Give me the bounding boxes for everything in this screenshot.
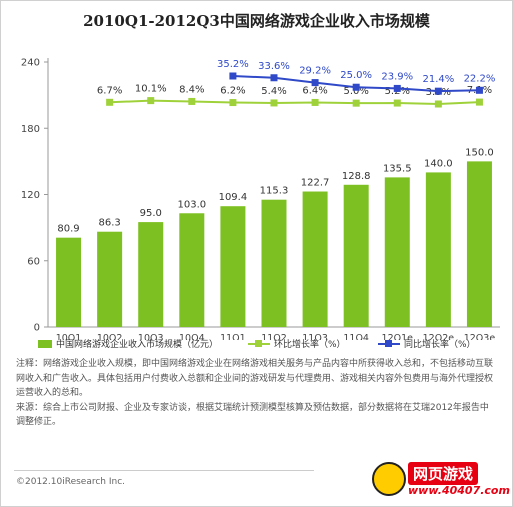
legend-item-qoq: 环比增长率（%） [248,337,346,350]
bar [466,161,492,327]
series-marker [393,84,401,92]
series-marker [434,87,442,95]
bar-value-label: 95.0 [140,208,162,219]
x-tick-label: 11Q2 [261,333,287,340]
bar [261,199,287,327]
x-tick-label: 10Q4 [179,333,205,340]
bar-value-label: 140.0 [424,158,453,169]
series-value-label: 33.6% [258,61,290,72]
bar [138,222,164,327]
x-tick-label: 12Q1e [382,333,414,340]
series-marker [270,74,278,82]
footer-divider [14,470,314,471]
notes: 注释：网络游戏企业收入规模，即中国网络游戏企业在网络游戏相关服务与产品内容中所获… [16,357,494,430]
series-marker [352,83,360,91]
bar-value-label: 80.9 [57,224,79,235]
bar [343,184,369,327]
series-marker [106,98,114,106]
bar [179,213,205,327]
legend-label-revenue: 中国网络游戏企业收入市场规模（亿元） [56,340,219,350]
chart-legend: 中国网络游戏企业收入市场规模（亿元） 环比增长率（%） 同比增长率（%） [38,337,508,351]
series-line [109,99,480,106]
bar-value-label: 135.5 [383,163,412,174]
series-marker [229,72,237,80]
bar-value-label: 150.0 [465,147,494,158]
mascot-icon [372,462,406,496]
line-series: 6.7%10.1%8.4%6.2%5.4%6.4%5.0%5.2%3.3%7.1… [97,59,495,108]
series-marker [393,99,401,107]
series-marker [188,97,196,105]
watermark-url: www.40407.com [408,484,510,497]
bar-series [56,161,492,327]
series-marker [352,99,360,107]
bar-value-label: 122.7 [301,178,330,189]
x-tick-label: 12Q3e [464,333,496,340]
bar [425,172,451,327]
bar-value-label: 86.3 [99,218,121,229]
x-tick-label: 11Q1 [220,333,246,340]
y-tick-label: 240 [21,58,40,69]
x-tick-label: 10Q3 [138,333,164,340]
series-value-label: 6.4% [302,85,327,96]
bar-labels: 80.9 86.3 95.0 103.0 109.4 115.3 122.7 128.8 135… [57,147,493,234]
series-marker [434,100,442,108]
series-marker [475,86,483,94]
y-tick-labels: 0 60 120 180 240 [21,58,40,334]
watermark-logo: 网页游戏 www.40407.com [372,460,510,502]
note-source: 来源：综合上市公司财报、企业及专家访谈，根据艾瑞统计预测模型核算及预估数据，部分… [16,402,489,428]
y-tick-label: 0 [34,323,40,334]
series-value-label: 6.7% [97,85,122,96]
series-value-label: 21.4% [422,74,454,85]
legend-item-revenue: 中国网络游戏企业收入市场规模（亿元） [38,337,218,350]
y-tick-label: 180 [21,124,40,135]
series-marker [147,97,155,105]
legend-swatch-yoy [378,339,400,348]
bar-value-label: 103.0 [177,199,206,210]
y-tick-label: 60 [27,256,40,267]
series-value-label: 8.4% [179,84,204,95]
series-value-label: 23.9% [381,71,413,82]
series-value-label: 35.2% [217,59,249,70]
bar [220,206,246,327]
bar-value-label: 128.8 [342,171,371,182]
series-marker [475,98,483,106]
legend-swatch-qoq [248,339,270,348]
series-marker [311,98,319,106]
watermark-text: 网页游戏 [408,462,479,485]
bar-value-label: 115.3 [260,186,289,197]
bar [384,177,410,327]
series-marker [311,79,319,87]
legend-label-yoy: 同比增长率（%） [404,340,476,350]
copyright: ©2012.10iResearch Inc. [16,477,126,487]
chart-area: 80.9 86.3 95.0 103.0 109.4 115.3 122.7 128.8 135… [21,58,500,340]
legend-item-yoy: 同比增长率（%） [378,337,476,350]
series-marker [229,99,237,107]
x-tick-labels: 10Q1 10Q2 10Q3 10Q4 11Q1 11Q2 11Q3 11Q4 12Q1e 12Q… [56,333,496,340]
x-tick-label: 11Q3 [302,333,328,340]
x-tick-label: 12Q2e [423,333,455,340]
x-tick-label: 11Q4 [343,333,369,340]
y-tick-label: 120 [21,190,40,201]
series-value-label: 5.4% [261,86,286,97]
series-value-label: 29.2% [299,66,331,77]
series-value-label: 6.2% [220,86,245,97]
bar-value-label: 109.4 [219,192,248,203]
series-value-label: 5.0% [343,86,368,97]
legend-swatch-revenue [38,339,52,348]
series-value-label: 10.1% [135,84,167,95]
series-value-label: 25.0% [340,70,372,81]
series-marker [270,99,278,107]
bar [302,191,328,327]
note-definition: 注释：网络游戏企业收入规模，即中国网络游戏企业在网络游戏相关服务与产品内容中所获… [16,359,494,398]
chart-title: 2010Q1-2012Q3中国网络游戏企业收入市场规模 [83,12,430,30]
legend-label-qoq: 环比增长率（%） [274,340,346,350]
series-value-label: 22.2% [464,73,496,84]
x-tick-label: 10Q1 [56,333,82,340]
bar [56,237,82,327]
x-tick-label: 10Q2 [97,333,123,340]
bar [97,231,123,327]
